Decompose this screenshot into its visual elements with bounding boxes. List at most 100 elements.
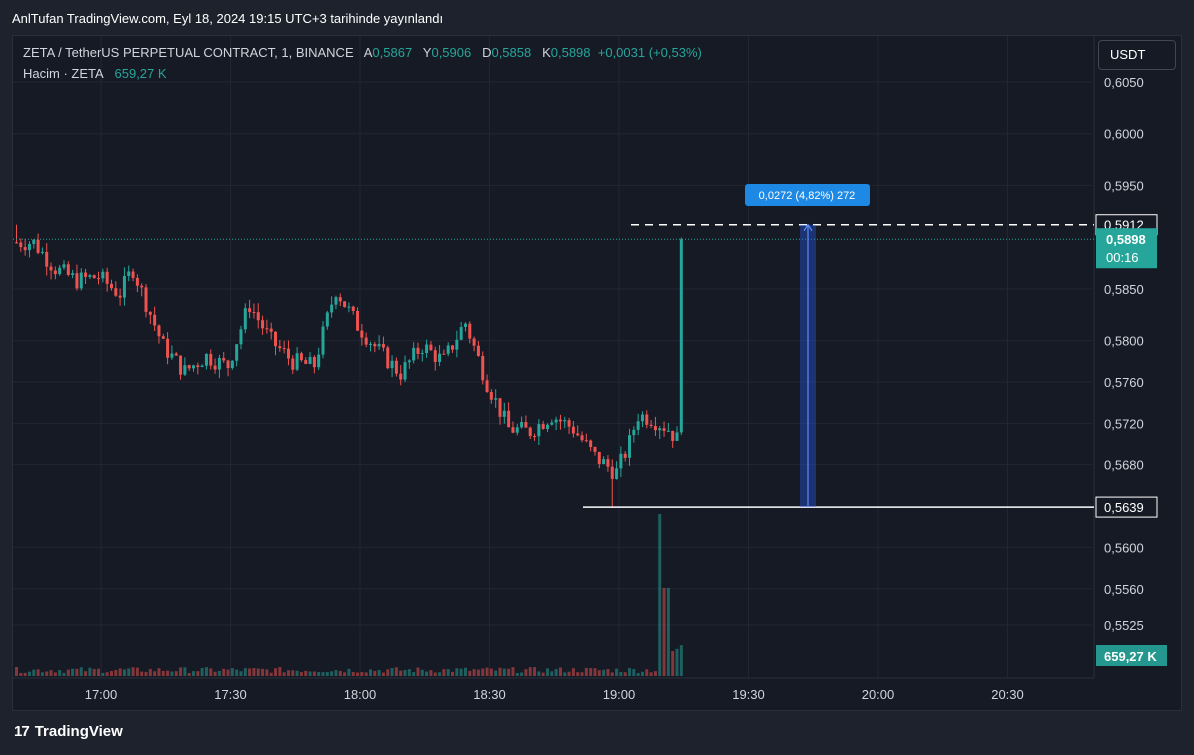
volume-bar — [230, 668, 234, 676]
volume-bar — [209, 668, 213, 676]
candle-body — [589, 440, 593, 448]
volume-bar — [243, 668, 247, 676]
x-tick-label: 18:00 — [344, 687, 377, 702]
high-label: Y — [422, 45, 432, 60]
candle-body — [576, 433, 580, 436]
volume-bar — [554, 669, 558, 676]
candle-body — [610, 466, 614, 479]
volume-bar — [239, 671, 243, 676]
volume-bar — [545, 668, 549, 676]
brand[interactable]: 17 TradingView — [14, 723, 123, 740]
volume-bar — [105, 672, 109, 676]
x-tick-label: 17:00 — [85, 687, 118, 702]
candle-body — [312, 356, 316, 368]
volume-bar — [183, 667, 187, 676]
volume-bar — [550, 671, 554, 676]
volume-bar — [282, 672, 286, 676]
high-value: 0,5906 — [431, 45, 472, 60]
volume-bar — [330, 671, 334, 676]
volume-bar — [144, 671, 148, 676]
y-tick-label: 0,5560 — [1104, 582, 1144, 597]
volume-bar — [140, 671, 144, 676]
volume-bar — [15, 667, 18, 676]
currency-button[interactable]: USDT — [1098, 40, 1176, 70]
volume-bar — [222, 668, 226, 676]
volume-bar — [537, 671, 541, 676]
candle-body — [222, 358, 226, 361]
volume-bar — [429, 670, 433, 676]
volume-bar — [386, 669, 390, 676]
volume-bar — [291, 670, 295, 676]
candle-body — [515, 427, 519, 433]
candle-body — [455, 339, 459, 350]
volume-bar — [334, 670, 338, 676]
volume-bar — [485, 667, 489, 676]
candle-body — [269, 328, 273, 332]
candle-body — [170, 353, 174, 358]
candle-body — [217, 358, 221, 370]
candle-body — [399, 373, 403, 380]
open-value: 0,5867 — [372, 45, 413, 60]
candle-body — [53, 270, 57, 275]
volume-bar — [135, 667, 139, 676]
volume-bar — [524, 669, 528, 676]
candle-body — [27, 243, 31, 251]
volume-bar — [269, 672, 273, 676]
candle-body — [360, 330, 364, 338]
volume-bar — [489, 668, 493, 676]
candle-body — [412, 347, 416, 361]
x-tick-label: 19:30 — [732, 687, 765, 702]
volume-bar — [520, 672, 524, 676]
candle-body — [628, 435, 632, 458]
measure-label-bg[interactable] — [745, 184, 870, 206]
candle-body — [299, 353, 303, 361]
volume-bar — [511, 667, 515, 676]
volume-bar — [235, 669, 239, 676]
y-tick-label: 0,5720 — [1104, 416, 1144, 431]
volume-bar — [653, 671, 657, 676]
volume-bar — [416, 667, 420, 676]
volume-bar — [563, 672, 567, 676]
volume-bar — [360, 672, 364, 676]
volume-bar — [109, 671, 113, 676]
volume-tag: 659,27 K — [1104, 649, 1157, 664]
volume-bar — [88, 667, 92, 676]
volume-bar — [645, 669, 649, 676]
candle-body — [295, 353, 299, 370]
candle-body — [567, 420, 571, 427]
x-tick-label: 17:30 — [214, 687, 247, 702]
volume-bar — [459, 668, 463, 676]
volume-bar — [580, 672, 584, 676]
candle-body — [645, 414, 649, 425]
volume-bar — [45, 671, 49, 676]
candle-body — [49, 266, 53, 271]
volume-bar — [494, 670, 498, 676]
candle-body — [32, 239, 36, 244]
chart-frame[interactable] — [12, 35, 1182, 711]
y-tick-label: 0,5850 — [1104, 282, 1144, 297]
candle-body — [127, 271, 131, 277]
volume-bar — [615, 668, 619, 676]
candle-body — [122, 276, 126, 298]
volume-bar — [32, 669, 36, 676]
volume-bar — [602, 669, 606, 676]
candle-body — [494, 398, 498, 400]
candle-body — [602, 459, 606, 465]
y-tick-label: 0,5800 — [1104, 334, 1144, 349]
candle-body — [658, 428, 662, 431]
volume-bar — [619, 672, 623, 676]
candle-body — [533, 436, 537, 438]
volume-bar — [58, 670, 62, 676]
candle-body — [649, 424, 653, 426]
volume-bar — [662, 588, 666, 676]
candle-body — [351, 306, 355, 311]
candle-body — [179, 355, 183, 375]
volume-bar — [356, 672, 360, 676]
candle-body — [334, 297, 338, 305]
candle-body — [174, 353, 178, 356]
candle-body — [321, 326, 325, 355]
candle-body — [489, 391, 493, 400]
candle-body — [330, 304, 334, 313]
candle-body — [528, 427, 532, 437]
